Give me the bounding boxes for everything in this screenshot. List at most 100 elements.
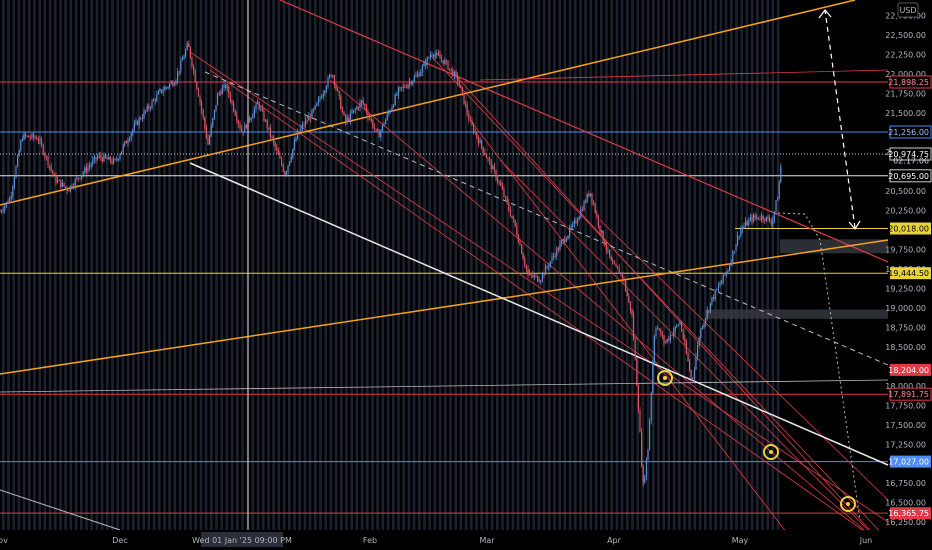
candle-body xyxy=(393,105,395,108)
candle-body xyxy=(265,120,267,122)
currency-button[interactable] xyxy=(897,2,919,18)
candle-body xyxy=(66,187,68,191)
candle-body xyxy=(213,109,215,119)
candle-body xyxy=(269,127,271,137)
price-tag-box xyxy=(889,125,932,139)
candle-body xyxy=(441,58,443,60)
price-tag-label: 16,365.75 xyxy=(888,509,929,518)
candle-body xyxy=(639,410,641,433)
candle-body xyxy=(738,235,740,237)
candle-body xyxy=(426,57,428,66)
candle-body xyxy=(233,102,235,111)
stripe xyxy=(308,0,312,530)
candle-body xyxy=(220,92,222,95)
stripe xyxy=(210,0,213,530)
stripe xyxy=(241,0,244,530)
candle-body xyxy=(493,166,495,171)
candle-body xyxy=(703,322,705,328)
stripe xyxy=(12,0,15,530)
stripe xyxy=(444,0,447,530)
candle-body xyxy=(353,109,355,113)
stripe xyxy=(345,0,348,530)
stripe xyxy=(184,0,187,530)
stripe xyxy=(709,0,712,530)
candle-body xyxy=(637,385,639,411)
stripe xyxy=(766,0,769,530)
candle-body xyxy=(181,59,183,61)
candle-body xyxy=(541,273,543,281)
stripe xyxy=(693,0,697,530)
candle-body xyxy=(37,139,39,141)
candle-body xyxy=(631,310,633,315)
candle-body xyxy=(706,310,708,319)
candle-body xyxy=(562,239,564,242)
candle-body xyxy=(103,155,105,162)
candle-body xyxy=(261,108,263,111)
candle-body xyxy=(345,115,347,122)
price-tag-box xyxy=(890,267,931,280)
price-tick-label: 16,250.00 xyxy=(885,518,926,527)
candle-body xyxy=(386,114,388,120)
candle-body xyxy=(457,74,459,82)
stripe xyxy=(470,0,473,530)
candle-body xyxy=(690,370,692,378)
candle-body xyxy=(68,190,70,192)
stripe xyxy=(610,0,613,530)
candle-body xyxy=(649,420,651,450)
candle-body xyxy=(671,335,673,337)
candle-body xyxy=(490,160,492,170)
candle-body xyxy=(417,74,419,76)
candle-body xyxy=(418,74,420,77)
candle-body xyxy=(10,195,12,199)
price-tick-label: 20,500.00 xyxy=(885,187,926,196)
candle-body xyxy=(650,392,652,421)
candle-body xyxy=(394,94,396,106)
candle-body xyxy=(687,353,689,362)
candle-body xyxy=(610,256,612,261)
candle-body xyxy=(777,199,779,201)
candle-body xyxy=(495,170,497,179)
candle-body xyxy=(474,132,476,134)
stripe xyxy=(147,0,151,530)
candle-body xyxy=(273,137,275,143)
candle-body xyxy=(516,226,518,236)
candle-body xyxy=(449,68,451,70)
stripe xyxy=(277,0,281,530)
price-tag-label: 21,898.25 xyxy=(888,78,929,87)
candle-body xyxy=(554,255,556,257)
candle-body xyxy=(767,216,769,218)
stripe xyxy=(236,0,239,530)
candle-body xyxy=(2,210,4,212)
candle-body xyxy=(511,215,513,218)
candle-body xyxy=(226,86,228,89)
candle-body xyxy=(7,202,9,204)
candle-body xyxy=(133,123,135,130)
candle-body xyxy=(305,120,307,126)
candle-body xyxy=(106,157,108,160)
candle-body xyxy=(370,118,372,121)
stripe xyxy=(189,0,192,530)
candle-body xyxy=(521,244,523,254)
candle-body xyxy=(509,209,511,216)
candle-body xyxy=(329,75,331,78)
candle-body xyxy=(277,150,279,155)
candle-body xyxy=(71,185,73,188)
candle-body xyxy=(321,97,323,99)
candle-body xyxy=(634,339,636,360)
stripe xyxy=(626,0,629,530)
candle-body xyxy=(537,275,539,282)
candle-body xyxy=(34,137,36,139)
candle-body xyxy=(756,217,758,219)
candle-body xyxy=(285,171,287,176)
candle-body xyxy=(580,209,582,217)
stripe xyxy=(683,0,686,530)
candle-body xyxy=(719,284,721,286)
stripe xyxy=(85,0,88,530)
candle-body xyxy=(505,196,507,198)
candle-body xyxy=(351,112,353,114)
stripe xyxy=(38,0,41,530)
candle-body xyxy=(146,105,148,111)
target-dot xyxy=(769,450,773,454)
candle-body xyxy=(501,185,503,190)
